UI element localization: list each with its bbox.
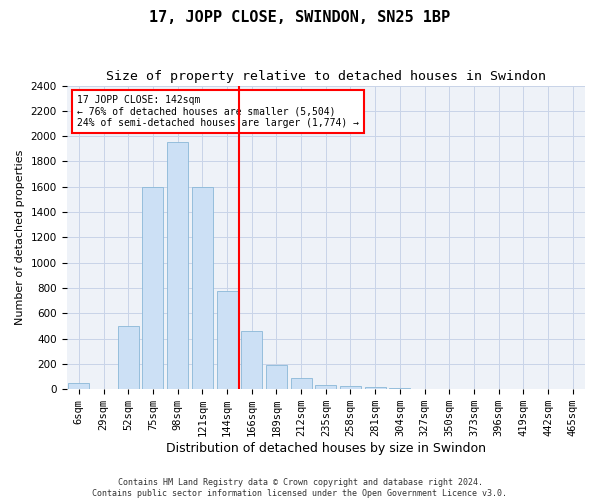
Bar [142,187,163,389]
Bar [389,388,410,389]
Y-axis label: Number of detached properties: Number of detached properties [15,150,25,325]
Title: Size of property relative to detached houses in Swindon: Size of property relative to detached ho… [106,70,546,83]
Bar [340,386,361,389]
Text: 17 JOPP CLOSE: 142sqm
← 76% of detached houses are smaller (5,504)
24% of semi-d: 17 JOPP CLOSE: 142sqm ← 76% of detached … [77,94,359,128]
Bar [241,331,262,389]
Bar [68,383,89,389]
Bar [118,326,139,389]
Bar [217,290,238,389]
Bar [315,386,336,389]
Bar [266,364,287,389]
Bar [365,386,386,389]
X-axis label: Distribution of detached houses by size in Swindon: Distribution of detached houses by size … [166,442,486,455]
Bar [192,187,213,389]
Bar [290,378,311,389]
Text: Contains HM Land Registry data © Crown copyright and database right 2024.
Contai: Contains HM Land Registry data © Crown c… [92,478,508,498]
Text: 17, JOPP CLOSE, SWINDON, SN25 1BP: 17, JOPP CLOSE, SWINDON, SN25 1BP [149,10,451,25]
Bar [167,142,188,389]
